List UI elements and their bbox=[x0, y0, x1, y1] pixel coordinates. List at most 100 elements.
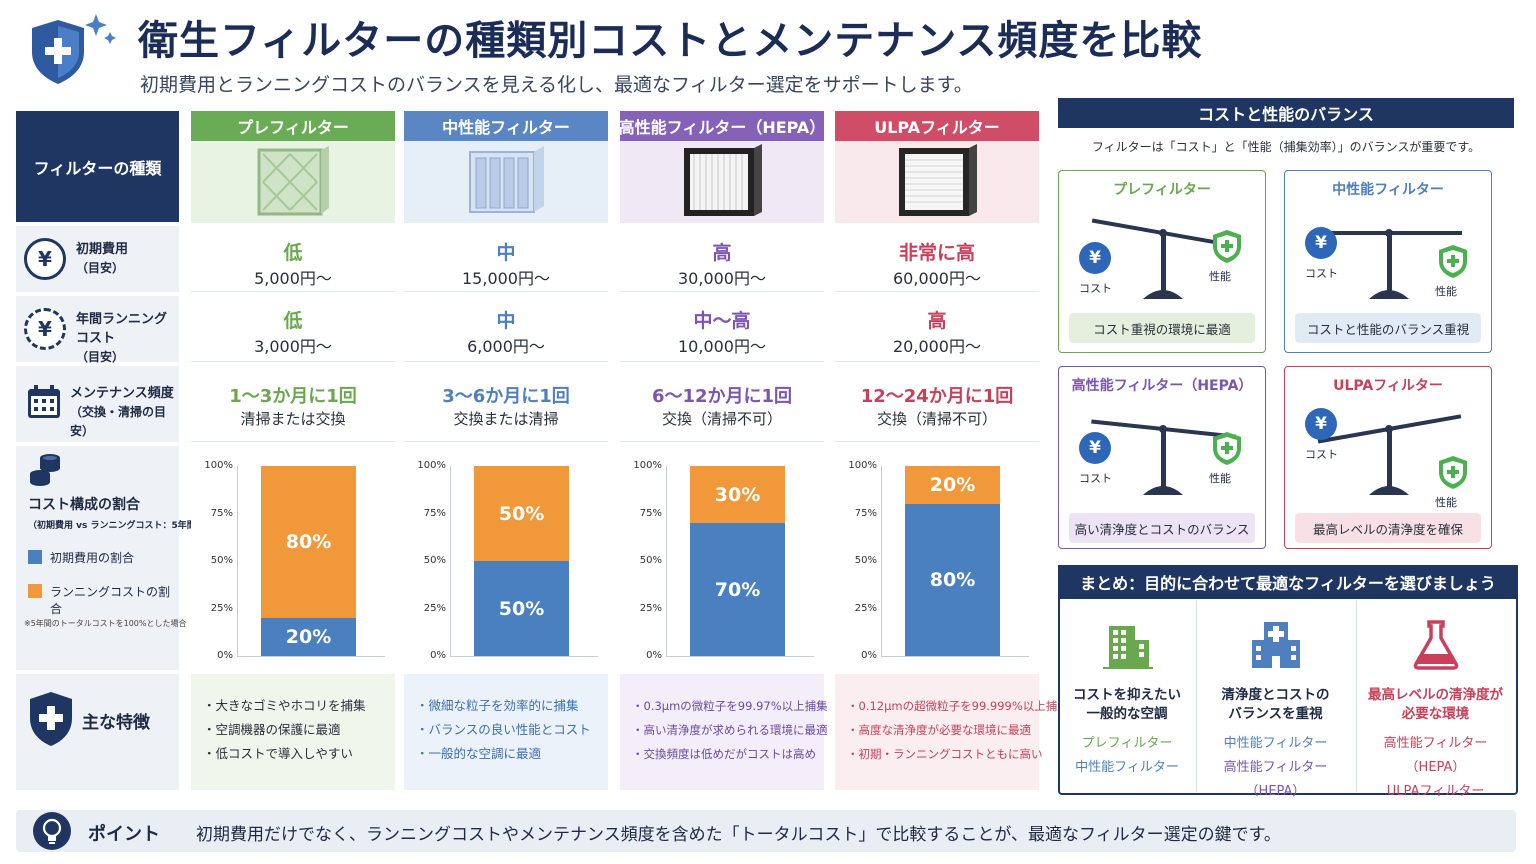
chart-axis-line bbox=[450, 466, 451, 656]
flask-icon bbox=[1357, 620, 1514, 674]
row-label-running: ¥ 年間ランニングコスト （目安） bbox=[16, 296, 179, 364]
axis-tick-label: 0% bbox=[430, 650, 446, 661]
initial-level: 非常に高 bbox=[898, 242, 975, 264]
legend-swatch-initial bbox=[28, 550, 42, 564]
summary-recommend-1: 中性能フィルター bbox=[1223, 736, 1328, 751]
performance-label: 性能 bbox=[1435, 496, 1457, 509]
balance-card: 中性能フィルター ¥ コスト 性能 コストと性能のバランス重視 bbox=[1284, 170, 1492, 353]
feature-item: ・0.3μmの微粒子を99.97%以上捕集 bbox=[632, 699, 828, 713]
shield-performance-icon bbox=[1437, 454, 1469, 490]
balance-card-title: ULPAフィルター bbox=[1333, 378, 1443, 394]
summary-recommend-2: ULPAフィルター bbox=[1386, 784, 1485, 799]
ratio-note: ※5年間のトータルコストを100%とした場合 bbox=[24, 619, 187, 628]
maintenance-cell: 6〜12か月に1回 交換（清掃不可） bbox=[620, 366, 824, 442]
maintenance-frequency: 1〜3か月に1回 bbox=[229, 386, 357, 407]
initial-cost-cell: 高 30,000円〜 bbox=[620, 226, 824, 292]
shield-logo-icon bbox=[24, 10, 120, 90]
initial-value: 30,000円〜 bbox=[678, 269, 766, 288]
feature-item: ・バランスの良い性能とコスト bbox=[416, 722, 591, 737]
chart-baseline bbox=[450, 656, 598, 657]
bar-running-cost: 20% bbox=[905, 466, 1000, 504]
axis-tick-label: 0% bbox=[861, 650, 877, 661]
summary-line2: 一般的な空調 bbox=[1086, 706, 1168, 722]
bar-running-cost: 80% bbox=[261, 466, 356, 618]
running-cost-cell: 中 6,000円〜 bbox=[404, 296, 608, 362]
legend-label-running: ランニングコストの割合 bbox=[50, 585, 171, 616]
point-label: ポイント bbox=[88, 824, 160, 845]
summary-recommend-1: プレフィルター bbox=[1081, 736, 1173, 751]
feature-item: ・大きなゴミやホコリを捕集 bbox=[203, 698, 366, 713]
cost-label: コスト bbox=[1305, 448, 1338, 461]
initial-value: 15,000円〜 bbox=[462, 269, 550, 288]
ratio-label: コスト構成の割合 bbox=[28, 497, 140, 513]
axis-tick-label: 100% bbox=[204, 460, 233, 471]
feature-item: ・高度な清浄度が必要な環境に最適 bbox=[847, 723, 1031, 737]
summary-line2: バランスを重視 bbox=[1228, 706, 1323, 722]
filter-image-pre bbox=[191, 141, 395, 223]
row-label-ratio: コスト構成の割合 （初期費用 vs ランニングコスト：5年間） 初期費用の割合 … bbox=[16, 446, 205, 670]
summary-box bbox=[1058, 565, 1518, 795]
maintenance-cell: 3〜6か月に1回 交換または清掃 bbox=[404, 366, 608, 442]
axis-tick-label: 25% bbox=[210, 602, 233, 614]
performance-label: 性能 bbox=[1209, 270, 1231, 283]
features-cell: ・0.3μmの微粒子を99.97%以上捕集 ・高い清浄度が求められる環境に最適 ・交… bbox=[620, 674, 828, 790]
performance-label: 性能 bbox=[1209, 472, 1231, 485]
balance-header: コストと性能のバランス bbox=[1058, 98, 1514, 128]
summary-recommend-1: 高性能フィルター（HEPA） bbox=[1383, 736, 1488, 775]
column-header-hepa: 高性能フィルター（HEPA） bbox=[619, 111, 825, 141]
maintenance-frequency: 6〜12か月に1回 bbox=[651, 386, 793, 407]
point-text: 初期費用だけでなく、ランニングコストやメンテナンス頻度を含めた「トータルコスト」… bbox=[196, 825, 1281, 845]
summary-column: 清浄度とコストの バランスを重視 中性能フィルター 高性能フィルター（HEPA） bbox=[1196, 600, 1354, 799]
running-cost-cell: 低 3,000円〜 bbox=[191, 296, 395, 362]
axis-tick-label: 75% bbox=[423, 507, 446, 519]
summary-line1: コストを抑えたい bbox=[1073, 687, 1181, 703]
yen-cycle-icon: ¥ bbox=[24, 308, 66, 350]
feature-item: ・高い清浄度が求められる環境に最適 bbox=[632, 723, 828, 737]
features-cell: ・大きなゴミやホコリを捕集 ・空調機器の保護に最適 ・低コストで導入しやすい bbox=[191, 674, 395, 790]
running-sub: （目安） bbox=[76, 350, 125, 364]
column-header-ulpa: ULPAフィルター bbox=[835, 111, 1039, 141]
yen-coin-icon: ¥ bbox=[1305, 408, 1337, 440]
initial-level: 高 bbox=[712, 242, 732, 264]
coins-icon bbox=[28, 452, 62, 488]
axis-tick-label: 100% bbox=[633, 460, 662, 471]
bar-label-running: 30% bbox=[714, 483, 761, 506]
axis-tick-label: 0% bbox=[217, 650, 233, 661]
initial-label: 初期費用 bbox=[76, 242, 129, 257]
maintenance-method: 交換または清掃 bbox=[453, 410, 559, 428]
bar-label-running: 80% bbox=[285, 531, 332, 553]
column-header-medium: 中性能フィルター bbox=[404, 111, 608, 141]
balance-card-foot: コスト重視の環境に最適 bbox=[1069, 313, 1255, 343]
balance-scale-icon bbox=[1091, 419, 1236, 495]
balance-card-title: 中性能フィルター bbox=[1332, 182, 1444, 198]
axis-tick-label: 0% bbox=[646, 650, 662, 661]
building-icon bbox=[1060, 620, 1194, 674]
summary-column: コストを抑えたい 一般的な空調 プレフィルター 中性能フィルター bbox=[1060, 600, 1194, 792]
shield-features-icon bbox=[26, 690, 76, 748]
feature-item: ・初期・ランニングコストともに高い bbox=[847, 747, 1043, 761]
running-value: 6,000円〜 bbox=[467, 337, 545, 356]
point-bar: ポイント 初期費用だけでなく、ランニングコストやメンテナンス頻度を含めた「トータ… bbox=[16, 810, 1516, 852]
axis-tick-label: 100% bbox=[417, 460, 446, 471]
chart-baseline bbox=[237, 656, 385, 657]
summary-column: 最高レベルの清浄度が 必要な環境 高性能フィルター（HEPA） ULPAフィルタ… bbox=[1356, 600, 1514, 799]
axis-tick-label: 75% bbox=[854, 507, 877, 519]
chart-axis-line bbox=[237, 466, 238, 656]
axis-tick-label: 75% bbox=[210, 507, 233, 519]
bar-running-cost: 30% bbox=[690, 466, 785, 523]
shield-performance-icon bbox=[1211, 430, 1243, 466]
maintenance-method: 清掃または交換 bbox=[240, 410, 346, 428]
balance-card: プレフィルター ¥ コスト 性能 コスト重視の環境に最適 bbox=[1058, 170, 1266, 353]
yen-coin-icon: ¥ bbox=[1079, 242, 1111, 274]
filter-image-medium bbox=[404, 141, 608, 223]
page-subtitle: 初期費用とランニングコストのバランスを見える化し、最適なフィルター選定をサポート… bbox=[140, 74, 973, 96]
axis-tick-label: 50% bbox=[210, 555, 233, 566]
initial-cost-cell: 低 5,000円〜 bbox=[191, 226, 395, 292]
cost-label: コスト bbox=[1079, 282, 1112, 295]
shield-performance-icon bbox=[1437, 243, 1469, 279]
running-level: 高 bbox=[927, 310, 947, 332]
calendar-icon bbox=[26, 384, 62, 420]
balance-card-title: 高性能フィルター（HEPA） bbox=[1071, 378, 1253, 394]
axis-tick-label: 25% bbox=[854, 602, 877, 614]
summary-line1: 最高レベルの清浄度が bbox=[1368, 687, 1503, 703]
